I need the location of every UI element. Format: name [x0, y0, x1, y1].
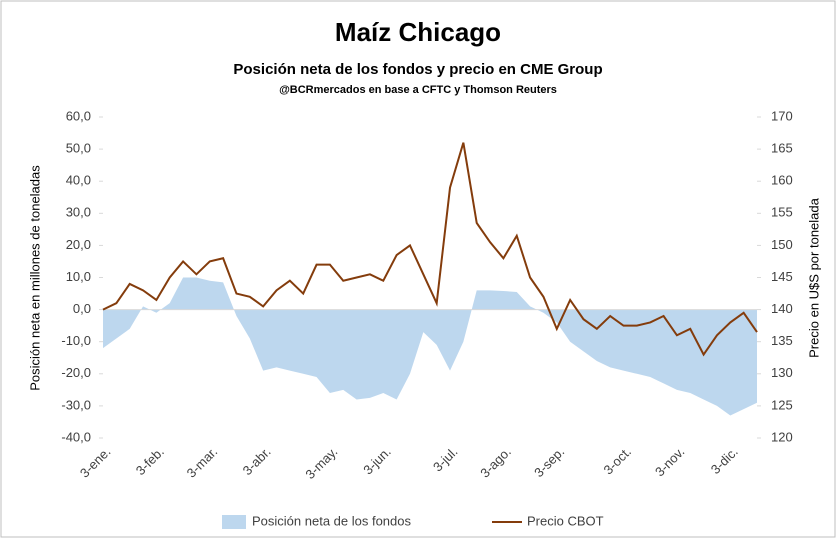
y2-tick-label: 145: [771, 269, 793, 284]
y-tick-label: 10,0: [66, 269, 91, 284]
y2-tick-label: 125: [771, 397, 793, 412]
chart-source: @BCRmercados en base a CFTC y Thomson Re…: [279, 84, 557, 96]
y2-tick-label: 135: [771, 333, 793, 348]
y-tick-label: -40,0: [61, 429, 91, 444]
y2-tick-label: 155: [771, 205, 793, 220]
y2-tick-label: 120: [771, 429, 793, 444]
y2-tick-label: 130: [771, 365, 793, 380]
area: [103, 277, 757, 416]
y-tick-label: 30,0: [66, 205, 91, 220]
y-tick-label: 0,0: [73, 301, 91, 316]
y-tick-label: 50,0: [66, 141, 91, 156]
y-tick-label: -10,0: [61, 333, 91, 348]
chart-title: Maíz Chicago: [335, 17, 501, 47]
y2-tick-label: 140: [771, 301, 793, 316]
y2-tick-label: 165: [771, 141, 793, 156]
legend-label: Precio CBOT: [527, 513, 604, 528]
y-axis-title: Posición neta en millones de toneladas: [27, 165, 42, 391]
y-tick-label: -20,0: [61, 365, 91, 380]
y-tick-label: 20,0: [66, 237, 91, 252]
y2-tick-label: 170: [771, 108, 793, 123]
y2-tick-label: 160: [771, 173, 793, 188]
chart-subtitle: Posición neta de los fondos y precio en …: [233, 61, 602, 78]
y-tick-label: 60,0: [66, 108, 91, 123]
legend-label: Posición neta de los fondos: [252, 513, 411, 528]
y-tick-label: 40,0: [66, 173, 91, 188]
y2-tick-label: 150: [771, 237, 793, 252]
line: [102, 142, 758, 357]
legend-swatch: [222, 515, 246, 529]
y-tick-label: -30,0: [61, 397, 91, 412]
y2-axis-title: Precio en U$S por tonelada: [806, 197, 821, 357]
